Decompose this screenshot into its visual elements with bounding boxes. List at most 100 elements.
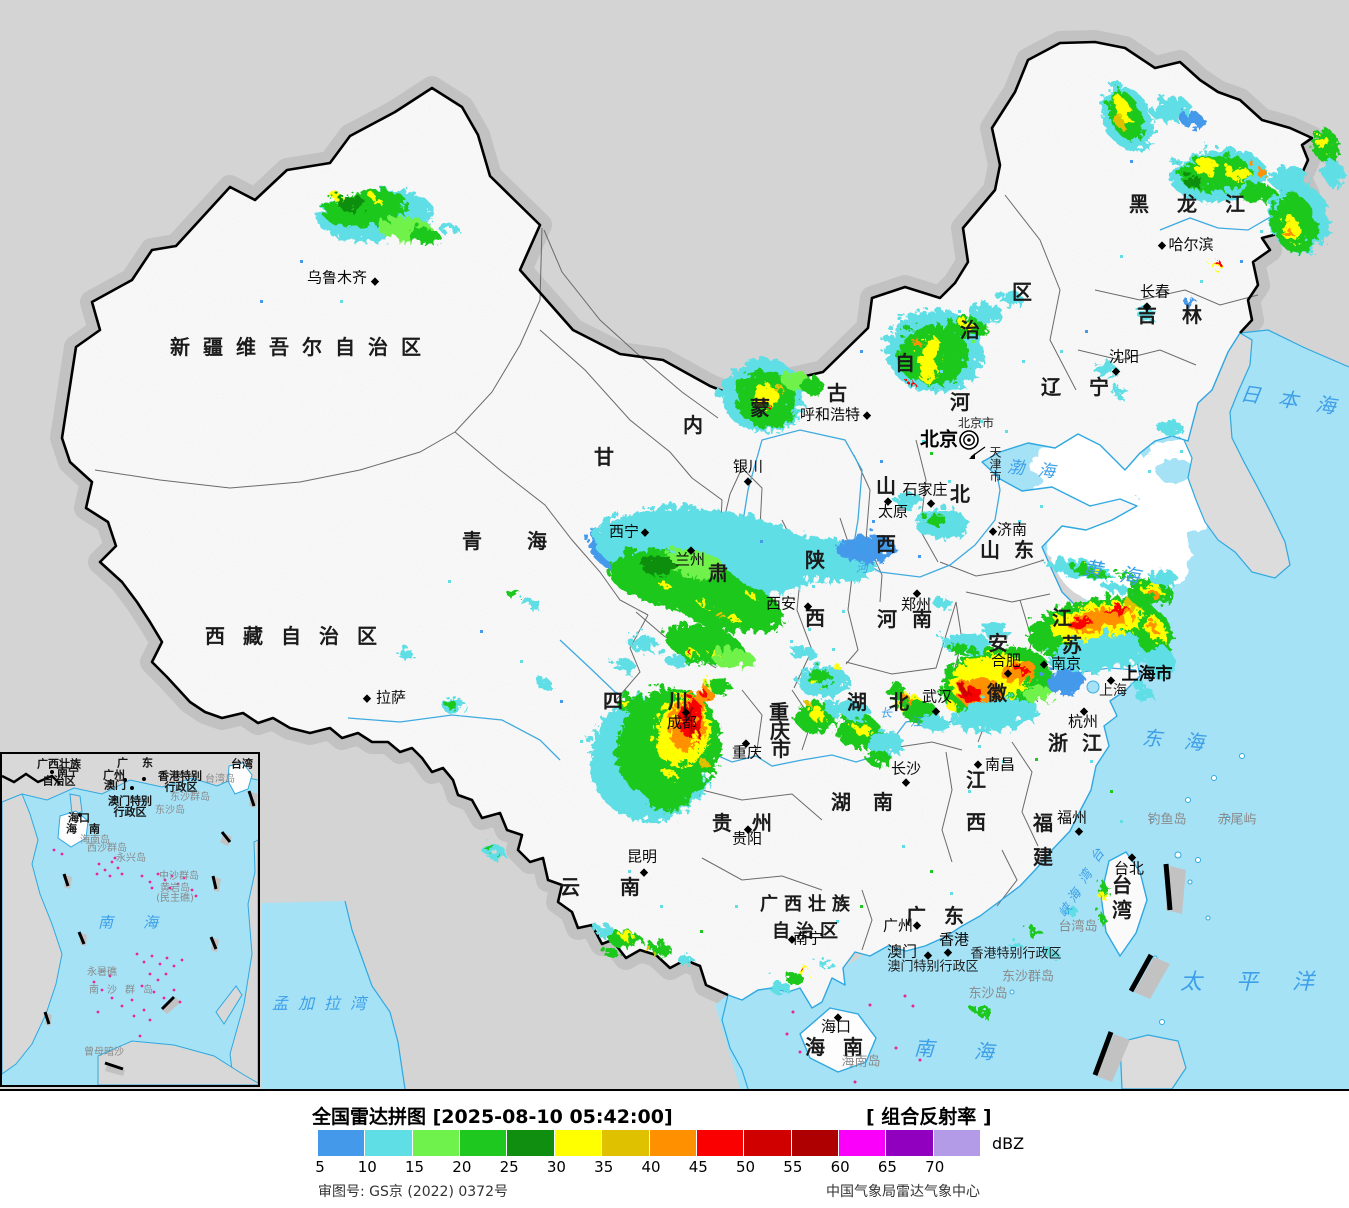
radar-speckle xyxy=(972,340,975,343)
radar-speckle xyxy=(890,545,893,548)
radar-echo xyxy=(484,843,494,851)
radar-echo xyxy=(691,685,711,701)
radar-echo xyxy=(863,747,887,763)
radar-echo xyxy=(610,788,646,812)
radar-speckle xyxy=(580,740,583,743)
radar-echo xyxy=(519,595,537,605)
radar-speckle xyxy=(1260,230,1263,233)
radar-speckle xyxy=(1120,255,1123,258)
radar-echo xyxy=(643,945,651,951)
radar-echo xyxy=(600,946,616,954)
radar-speckle xyxy=(790,640,793,643)
taiwan-island xyxy=(1100,851,1148,958)
radar-echo xyxy=(782,969,800,981)
radar-speckle xyxy=(786,560,789,563)
hainan-island xyxy=(799,1007,877,1073)
radar-speckle xyxy=(480,630,483,633)
china-coastline xyxy=(727,332,1241,1009)
china-radar-map: 新疆维吾尔自治区 西藏自治区 青海甘肃四川 云南 贵州 湖南 湖北 河南 山东 广东 吉林 辽宁 黑龙江… xyxy=(0,0,1349,1089)
radar-echo xyxy=(906,378,912,384)
radar-speckle xyxy=(808,628,811,631)
radar-echo xyxy=(942,698,954,706)
radar-echo xyxy=(1178,111,1202,125)
map-approval-number: 审图号: GS京 (2022) 0372号 xyxy=(318,1184,508,1200)
radar-speckle xyxy=(880,460,883,463)
radar-echo xyxy=(970,1002,988,1014)
radar-echo xyxy=(645,940,669,952)
radar-echo xyxy=(611,657,633,671)
radar-echo xyxy=(946,639,966,651)
radar-speckle xyxy=(1040,505,1043,508)
legend-unit: dBZ xyxy=(992,1134,1025,1153)
legend-segment xyxy=(412,1130,461,1156)
legend-segment xyxy=(602,1130,650,1156)
radar-speckle xyxy=(836,920,839,923)
radar-speckle xyxy=(980,420,983,423)
inset-mainland xyxy=(2,754,258,802)
radar-echo xyxy=(394,645,410,655)
radar-echo xyxy=(1113,111,1121,125)
radar-echo xyxy=(891,489,919,505)
national-border xyxy=(60,40,1314,997)
radar-echo xyxy=(1142,642,1170,674)
radar-echo xyxy=(667,573,781,631)
radar-speckle xyxy=(1310,250,1313,253)
radar-echo xyxy=(1221,164,1247,176)
radar-echo xyxy=(806,705,822,717)
legend-segment xyxy=(318,1130,366,1156)
radar-speckle xyxy=(930,452,933,455)
radar-echo xyxy=(1042,665,1082,691)
radar-speckle xyxy=(1155,130,1158,133)
radar-echo xyxy=(801,697,809,703)
radar-echo xyxy=(808,677,816,683)
radar-echo xyxy=(968,301,1000,319)
radar-echo xyxy=(930,595,950,605)
inset-philippines xyxy=(229,839,258,1085)
capital-symbol xyxy=(959,430,986,459)
inset-coastline xyxy=(2,775,258,803)
inset-vietnam xyxy=(2,793,63,1075)
legend-tick: 70 xyxy=(925,1158,945,1176)
radar-echo xyxy=(883,681,903,695)
radar-echo xyxy=(766,979,788,991)
radar-speckle xyxy=(760,540,763,543)
radar-echo xyxy=(696,687,704,693)
radar-echo xyxy=(1146,587,1156,595)
legend-tick: 25 xyxy=(499,1158,519,1176)
radar-echo xyxy=(1181,296,1195,304)
legend-tick: 15 xyxy=(405,1158,425,1176)
radar-echo xyxy=(1133,304,1153,316)
inset-taiwan xyxy=(227,762,253,795)
radar-speckle xyxy=(628,870,631,873)
radar-speckle xyxy=(1110,790,1113,793)
legend-title: 全国雷达拼图 [2025-08-10 05:42:00] xyxy=(312,1106,673,1128)
radar-echo xyxy=(696,598,706,604)
radar-speckle xyxy=(1005,430,1008,433)
radar-echo xyxy=(695,756,705,764)
radar-echo xyxy=(1109,91,1129,121)
radar-echo xyxy=(788,643,812,657)
radar-echo xyxy=(916,711,944,727)
legend-segment xyxy=(649,1130,697,1156)
radar-echo xyxy=(978,618,1006,634)
radar-echo xyxy=(637,553,673,571)
vietnam-coastline xyxy=(721,994,749,1089)
radar-speckle xyxy=(1148,470,1151,473)
radar-speckle xyxy=(1022,360,1025,363)
russia-coastline xyxy=(1239,329,1349,368)
radar-echo xyxy=(685,647,689,651)
label-arrow-head xyxy=(969,453,975,459)
radar-echo xyxy=(708,649,716,655)
radar-speckle xyxy=(1002,760,1005,763)
sea-bay-of-bengal xyxy=(262,901,405,1089)
radar-echo xyxy=(1059,901,1073,911)
legend-tick: 40 xyxy=(641,1158,661,1176)
radar-echo xyxy=(626,631,654,649)
radar-speckle xyxy=(520,660,523,663)
radar-echo xyxy=(532,675,548,685)
radar-echo xyxy=(832,531,892,559)
radar-echo xyxy=(1180,172,1200,184)
radar-echo xyxy=(996,289,1020,303)
radar-echo xyxy=(435,220,455,230)
radar-echo xyxy=(749,381,775,405)
